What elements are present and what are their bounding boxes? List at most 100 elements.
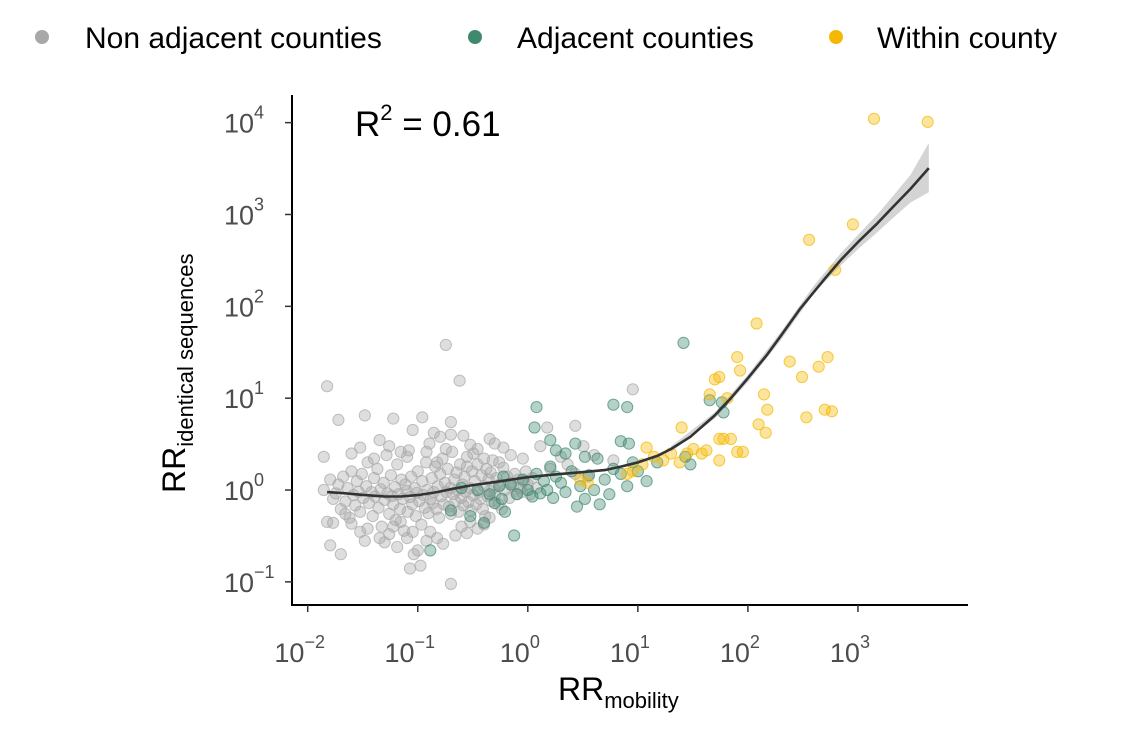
point-non-adjacent [345, 517, 358, 530]
point-adjacent [549, 444, 563, 457]
point-non-adjacent [432, 511, 446, 524]
r-squared-rest: = 0.61 [393, 105, 501, 144]
point-adjacent [574, 480, 587, 493]
point-non-adjacent [588, 449, 601, 462]
point-non-adjacent [366, 509, 379, 523]
point-adjacent [621, 480, 634, 493]
legend: Non adjacent counties Adjacent counties … [35, 22, 1057, 55]
point-within [724, 432, 738, 445]
point-non-adjacent [384, 469, 397, 482]
point-adjacent [464, 509, 477, 523]
point-non-adjacent [467, 447, 480, 460]
x-tick-label: 101 [610, 632, 650, 668]
r-squared-sup: 2 [380, 100, 392, 125]
point-adjacent [607, 398, 620, 411]
point-non-adjacent [626, 383, 639, 396]
point-non-adjacent [355, 467, 368, 480]
legend-label-adjacent: Adjacent counties [517, 22, 754, 55]
point-within [681, 447, 694, 460]
point-non-adjacent [504, 449, 517, 462]
point-non-adjacent [437, 537, 450, 550]
point-non-adjacent [476, 503, 489, 516]
point-adjacent [559, 486, 572, 499]
point-within [750, 317, 763, 330]
point-non-adjacent [444, 415, 457, 429]
point-non-adjacent [374, 483, 387, 496]
smooth-line [327, 167, 930, 498]
point-adjacent [565, 465, 578, 478]
point-within [846, 218, 860, 231]
point-non-adjacent [387, 412, 400, 425]
point-adjacent [534, 487, 547, 500]
point-within [713, 370, 726, 384]
y-tick-label: 104 [224, 103, 264, 139]
point-non-adjacent [420, 445, 433, 458]
point-non-adjacent [446, 445, 459, 458]
point-non-adjacent [354, 441, 367, 454]
legend-swatch-adjacent [468, 30, 482, 44]
point-non-adjacent [460, 460, 474, 473]
point-adjacent [544, 460, 557, 473]
point-non-adjacent [334, 548, 347, 561]
point-within [657, 454, 670, 467]
point-non-adjacent [439, 442, 452, 456]
point-within [783, 355, 796, 368]
point-non-adjacent [415, 518, 428, 531]
point-non-adjacent [339, 507, 352, 521]
point-within [713, 454, 726, 467]
point-within [640, 441, 653, 454]
point-non-adjacent [411, 465, 424, 478]
point-adjacent [483, 488, 496, 501]
point-non-adjacent [391, 540, 404, 554]
point-within [761, 403, 774, 416]
point-adjacent [530, 401, 543, 414]
point-within [734, 364, 747, 377]
point-non-adjacent [387, 498, 400, 511]
point-adjacent [424, 544, 437, 557]
point-non-adjacent [477, 452, 491, 465]
point-non-adjacent [349, 499, 362, 512]
point-within [673, 456, 686, 469]
point-adjacent [521, 483, 534, 497]
point-non-adjacent [383, 528, 396, 541]
point-non-adjacent [354, 505, 367, 518]
point-adjacent [593, 498, 606, 511]
point-adjacent [570, 500, 584, 513]
point-adjacent [598, 473, 611, 486]
point-non-adjacent [453, 374, 466, 387]
point-non-adjacent [453, 458, 467, 471]
point-within [829, 263, 842, 276]
point-non-adjacent [460, 527, 474, 540]
point-within [818, 403, 831, 416]
point-within [736, 445, 750, 458]
point-within [825, 405, 839, 418]
point-non-adjacent [387, 520, 400, 533]
point-adjacent [591, 452, 604, 465]
x-axis-ticks: 10−2 10−1 100 101 102 103 [274, 605, 870, 668]
y-tick-label: 102 [224, 286, 264, 322]
point-non-adjacent [444, 428, 457, 441]
point-non-adjacent [361, 456, 374, 469]
y-axis-ticks: 10−1 100 101 102 103 104 [224, 103, 292, 598]
point-within [574, 473, 587, 486]
point-non-adjacent [397, 524, 411, 537]
point-non-adjacent [345, 447, 358, 460]
point-adjacent [498, 505, 512, 518]
legend-swatch-within [829, 30, 843, 44]
y-axis-title-subscript: identical sequences [173, 254, 198, 447]
point-non-adjacent [394, 445, 407, 458]
x-tick-label: 100 [500, 632, 540, 668]
smooth-fit-line [327, 167, 930, 498]
point-non-adjacent [497, 441, 510, 454]
point-non-adjacent [406, 525, 419, 539]
point-non-adjacent [358, 409, 371, 422]
point-non-adjacent [411, 544, 424, 557]
point-non-adjacent [409, 509, 422, 523]
point-non-adjacent [493, 456, 506, 469]
point-adjacent [528, 421, 541, 434]
point-non-adjacent [367, 472, 381, 485]
point-non-adjacent [414, 559, 427, 572]
point-non-adjacent [427, 426, 440, 439]
x-tick-label: 10−2 [274, 632, 325, 668]
